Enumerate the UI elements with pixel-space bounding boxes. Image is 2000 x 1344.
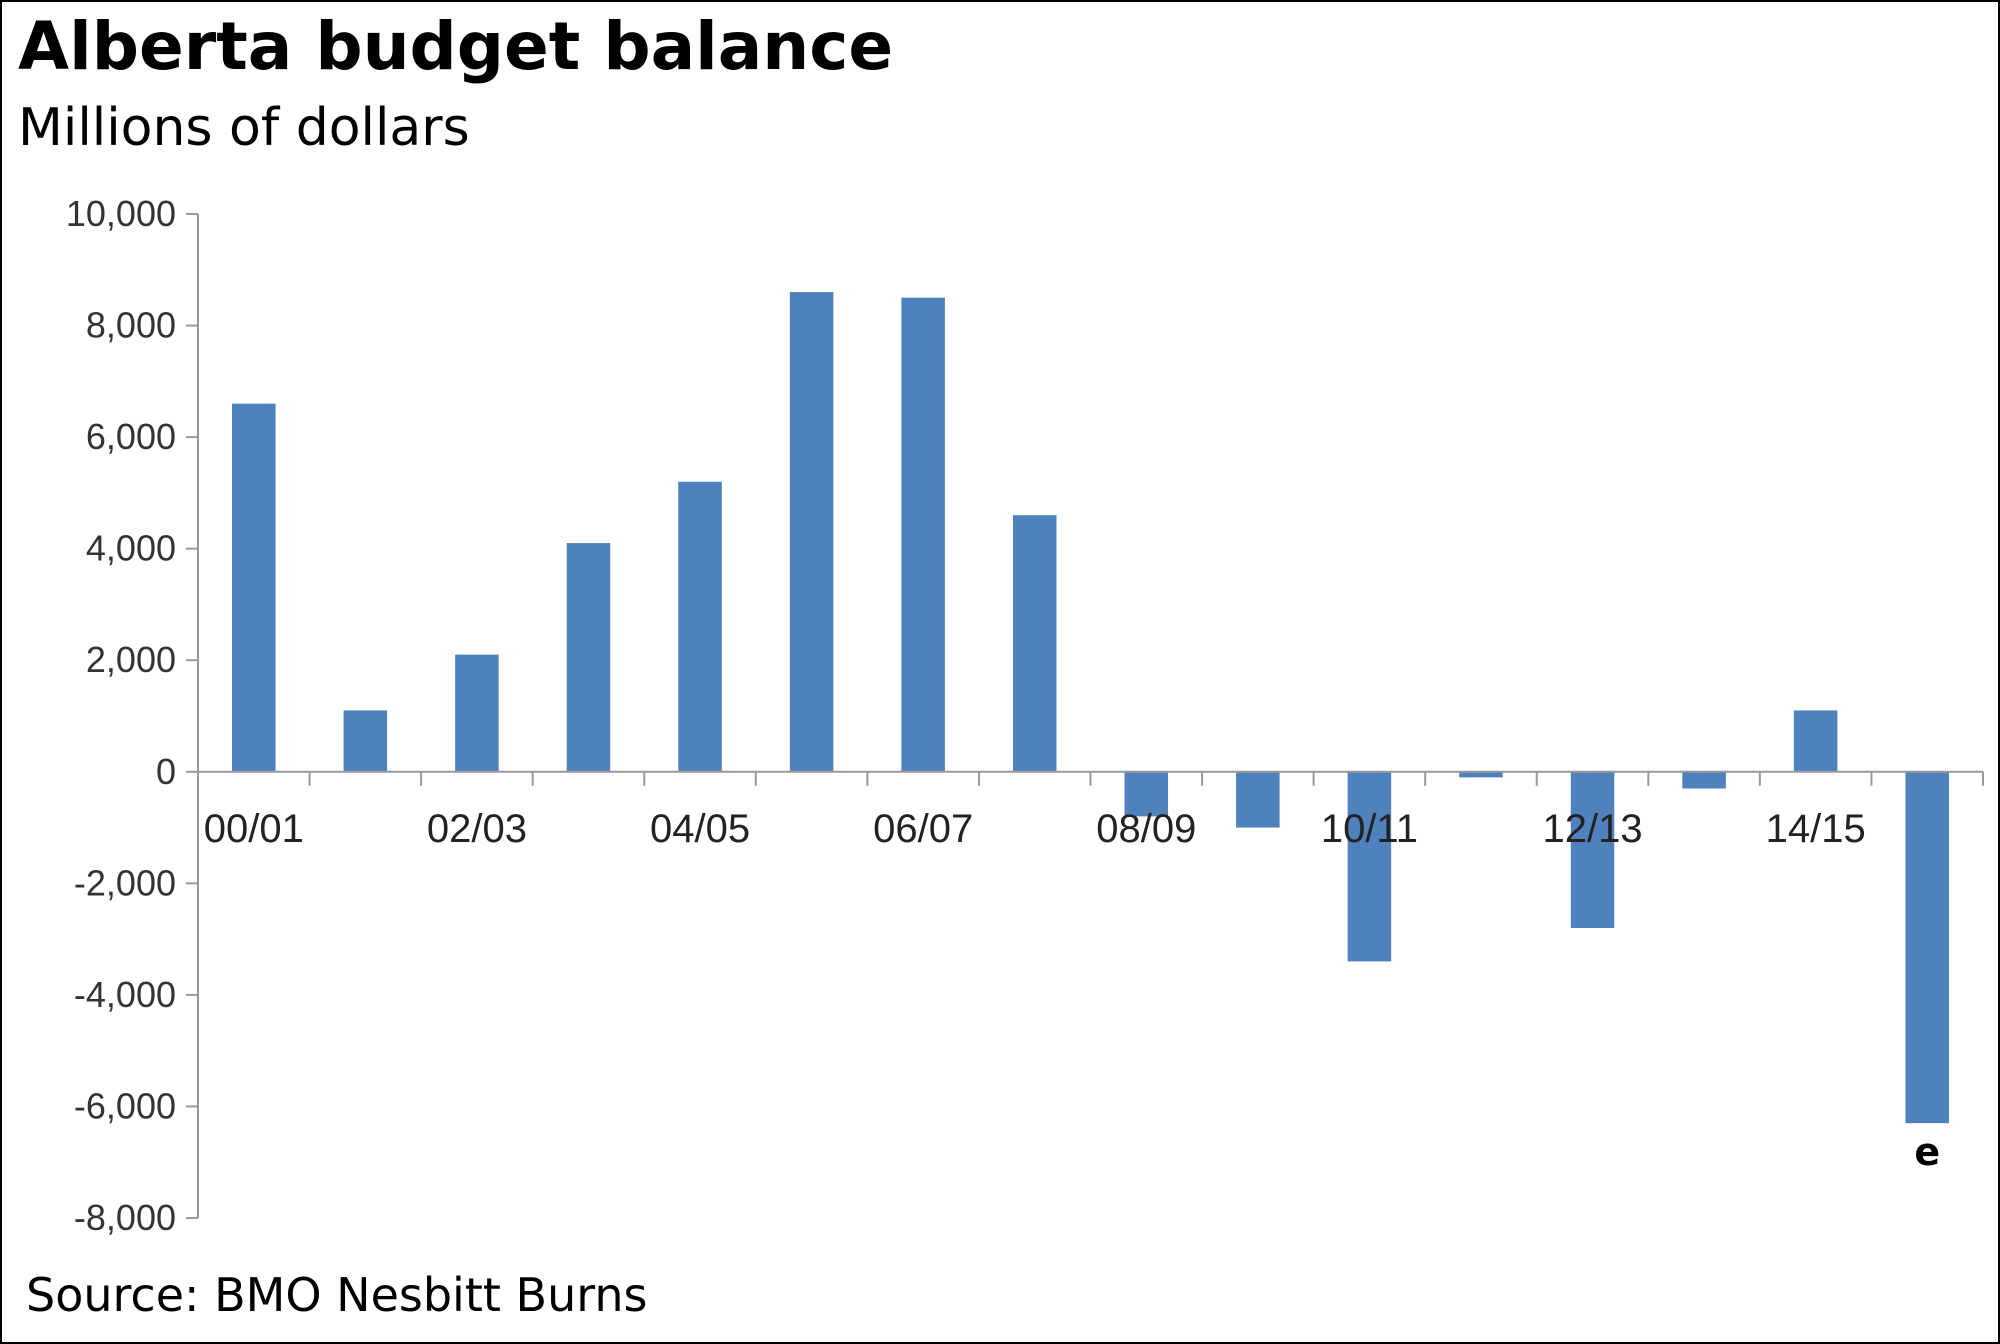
bar-01-02 — [343, 710, 388, 772]
bar-07-08 — [1012, 515, 1057, 772]
y-tick-label: -4,000 — [74, 974, 176, 1015]
bar-08-09 — [1124, 771, 1169, 817]
y-tick-label: 4,000 — [86, 528, 176, 569]
source-note: Source: BMO Nesbitt Burns — [26, 1268, 648, 1322]
estimate-annotation: e — [1914, 1130, 1940, 1174]
bar-11-12 — [1459, 771, 1503, 778]
x-tick-label: 04/05 — [650, 807, 750, 851]
bar-02-03 — [455, 654, 499, 772]
bar-14-15 — [1793, 710, 1838, 772]
bar-10-11 — [1347, 771, 1392, 962]
chart-title: Alberta budget balance — [18, 8, 894, 85]
x-tick-label: 12/13 — [1542, 807, 1642, 851]
chart-subtitle: Millions of dollars — [18, 98, 470, 158]
x-tick-label: 02/03 — [427, 807, 527, 851]
x-tick-label: 14/15 — [1766, 807, 1866, 851]
y-tick-label: 10,000 — [66, 193, 176, 234]
bar-03-04 — [566, 543, 611, 772]
bar-15-16 — [1905, 771, 1949, 1124]
x-tick-label: 08/09 — [1096, 807, 1196, 851]
y-tick-label: 8,000 — [86, 305, 176, 346]
bar-04-05 — [678, 481, 722, 772]
bar-09-10 — [1236, 771, 1280, 828]
y-tick-label: -2,000 — [74, 862, 176, 903]
x-tick-label: 06/07 — [873, 807, 973, 851]
x-tick-label: 00/01 — [204, 807, 304, 851]
x-tick-label: 10/11 — [1321, 807, 1418, 851]
y-tick-label: 6,000 — [86, 416, 176, 457]
bar-00-01 — [232, 403, 276, 772]
y-tick-label: -6,000 — [74, 1085, 176, 1126]
y-tick-label: -8,000 — [74, 1197, 176, 1238]
bar-13-14 — [1682, 771, 1726, 789]
y-tick-label: 2,000 — [86, 639, 176, 680]
y-tick-label: 0 — [156, 751, 176, 792]
bar-12-13 — [1570, 771, 1615, 928]
bar-06-07 — [901, 297, 945, 772]
bar-05-06 — [789, 292, 834, 772]
